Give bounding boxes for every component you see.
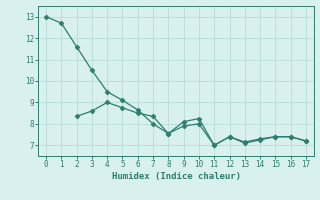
X-axis label: Humidex (Indice chaleur): Humidex (Indice chaleur): [111, 172, 241, 181]
